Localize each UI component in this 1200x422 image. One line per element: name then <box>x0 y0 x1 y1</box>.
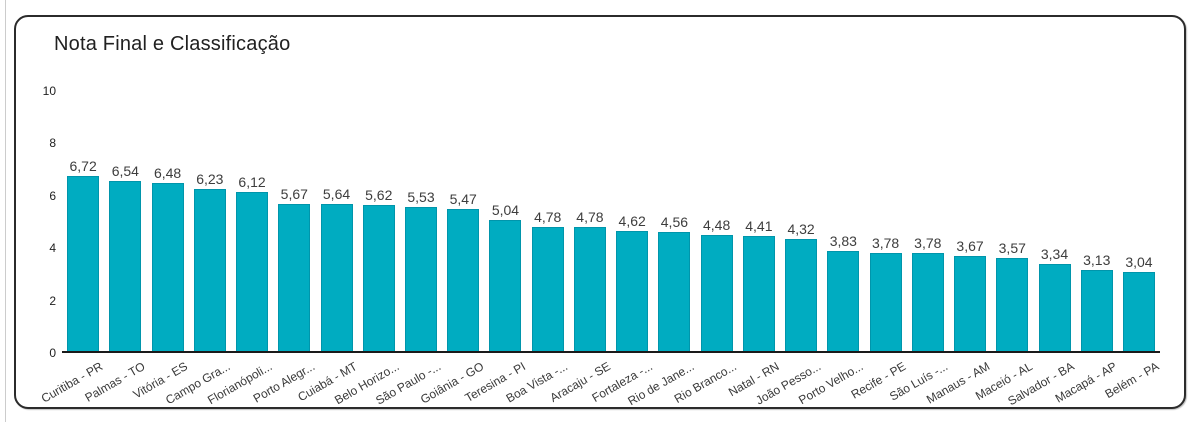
bar-value-label: 3,78 <box>914 234 942 251</box>
page-edge-line <box>5 0 6 422</box>
bar-value-label: 6,12 <box>238 173 266 190</box>
bar[interactable] <box>489 219 522 351</box>
bar-group: 6,48 Vitória - ES <box>131 91 190 402</box>
bar-group: 6,72 Curitiba - PR <box>39 91 105 405</box>
bar[interactable] <box>700 234 733 351</box>
y-axis-tick-label: 2 <box>49 293 56 308</box>
bar-group: 4,32 João Pesso... <box>754 91 824 408</box>
bar-value-label: 6,48 <box>153 164 182 181</box>
bar-value-label: 4,41 <box>745 218 773 235</box>
bar[interactable] <box>278 203 311 351</box>
bar-group: 3,67 Manaus - AM <box>924 91 992 407</box>
bar-group: 3,78 São Luís -... <box>887 91 950 404</box>
bar-group: 3,78 Recife - PE <box>849 91 909 402</box>
bar[interactable] <box>827 251 860 351</box>
bar-value-label: 3,67 <box>956 237 984 254</box>
bar-group: 3,04 Belém - PA <box>1103 91 1162 401</box>
bar-value-label: 5,47 <box>449 190 477 207</box>
bar-group: 6,12 Florianópoli... <box>205 91 274 407</box>
bar-value-label: 3,04 <box>1125 253 1153 270</box>
chart-card: Nota Final e Classificação 0 2 4 6 8 10 6,72 C… <box>14 15 1186 409</box>
bar-group: 3,83 Porto Velho... <box>796 91 865 407</box>
bar[interactable] <box>616 230 649 351</box>
bar-value-label: 3,83 <box>829 233 857 250</box>
bar-value-label: 5,67 <box>280 185 308 202</box>
bar-group: 3,57 Maceió - AL <box>973 91 1035 403</box>
bar-group: 4,78 Aracaju - SE <box>547 91 612 405</box>
bar[interactable] <box>1038 264 1071 351</box>
bar-group: 5,47 Goiânia - GO <box>418 91 486 407</box>
y-axis-tick-label: 10 <box>42 84 56 98</box>
bar-value-label: 6,54 <box>111 162 139 179</box>
bar-group: 3,13 Macapá - AP <box>1053 91 1119 406</box>
bar[interactable] <box>1122 271 1155 351</box>
bar-group: 5,67 Porto Alegr... <box>250 91 317 406</box>
bar[interactable] <box>236 191 269 351</box>
bar-group: 5,04 Teresina - PI <box>463 91 528 405</box>
bar[interactable] <box>658 232 691 351</box>
bar-value-label: 5,64 <box>322 186 351 203</box>
bar-group: 4,78 Boa Vista -... <box>504 91 570 406</box>
bar[interactable] <box>362 204 395 351</box>
bar-group: 5,53 São Paulo -... <box>374 91 444 407</box>
bar[interactable] <box>954 255 987 351</box>
bar-group: 4,62 Fortaleza -... <box>589 91 654 405</box>
bar-value-label: 6,23 <box>196 171 224 188</box>
plot-area: 6,72 Curitiba - PR 6,54 Palmas - TO 6,48 Vitó… <box>39 91 1162 408</box>
bar[interactable] <box>531 226 564 351</box>
chart-title: Nota Final e Classificação <box>54 33 291 55</box>
bar[interactable] <box>447 208 480 351</box>
bar-value-label: 4,62 <box>618 212 646 229</box>
bar-value-label: 3,34 <box>1040 246 1069 263</box>
bar-group: 4,41 Natal - RN <box>726 91 782 399</box>
bar[interactable] <box>869 252 902 351</box>
bar-value-label: 4,32 <box>787 220 815 237</box>
bar-value-label: 5,53 <box>407 189 435 206</box>
bar-value-label: 3,78 <box>871 234 900 251</box>
bar-group: 4,48 Rio Branco... <box>672 91 739 406</box>
y-axis: 0 2 4 6 8 10 <box>16 85 56 359</box>
y-axis-tick-label: 0 <box>49 346 56 360</box>
bar[interactable] <box>404 207 437 351</box>
bar[interactable] <box>151 182 184 351</box>
bar-value-label: 4,78 <box>576 208 604 225</box>
bar-value-label: 4,56 <box>660 214 689 231</box>
bar-value-label: 4,48 <box>703 216 731 233</box>
y-axis-tick-label: 6 <box>49 188 56 203</box>
bar[interactable] <box>573 226 606 351</box>
bar-value-label: 4,78 <box>534 208 562 225</box>
bar-value-label: 5,04 <box>491 201 520 218</box>
y-axis-tick-label: 4 <box>49 241 56 256</box>
bar[interactable] <box>996 258 1029 351</box>
bar[interactable] <box>1080 269 1113 351</box>
bar-value-label: 6,72 <box>69 158 97 175</box>
y-axis-tick-label: 8 <box>49 136 56 151</box>
bar[interactable] <box>67 176 100 351</box>
bar-group: 6,54 Palmas - TO <box>83 91 148 405</box>
bar-group: 5,64 Cuiabá - MT <box>295 91 359 404</box>
bar[interactable] <box>193 189 226 351</box>
bar[interactable] <box>785 238 818 351</box>
bar[interactable] <box>109 180 142 351</box>
bar[interactable] <box>742 236 775 351</box>
bar-group: 5,62 Belo Horizo... <box>332 91 401 407</box>
bar-group: 4,56 Rio de Jane... <box>626 91 697 408</box>
bar-group: 6,23 Campo Gra... <box>163 91 232 407</box>
bar-value-label: 3,57 <box>998 240 1026 257</box>
bar-value-label: 5,62 <box>365 186 393 203</box>
bar[interactable] <box>911 252 944 351</box>
bar-group: 3,34 Salvador - BA <box>1006 91 1077 408</box>
bar[interactable] <box>320 204 353 351</box>
bar-value-label: 3,13 <box>1083 251 1111 268</box>
